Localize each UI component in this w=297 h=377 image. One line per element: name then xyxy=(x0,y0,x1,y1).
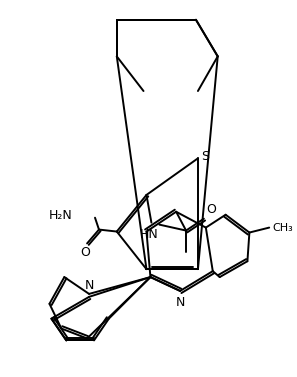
Text: CH₃: CH₃ xyxy=(272,222,293,233)
Text: N: N xyxy=(176,296,185,309)
Text: S: S xyxy=(201,150,209,163)
Text: HN: HN xyxy=(140,228,159,241)
Text: N: N xyxy=(84,279,94,292)
Text: O: O xyxy=(80,247,90,259)
Text: O: O xyxy=(206,203,216,216)
Text: H₂N: H₂N xyxy=(48,209,72,222)
